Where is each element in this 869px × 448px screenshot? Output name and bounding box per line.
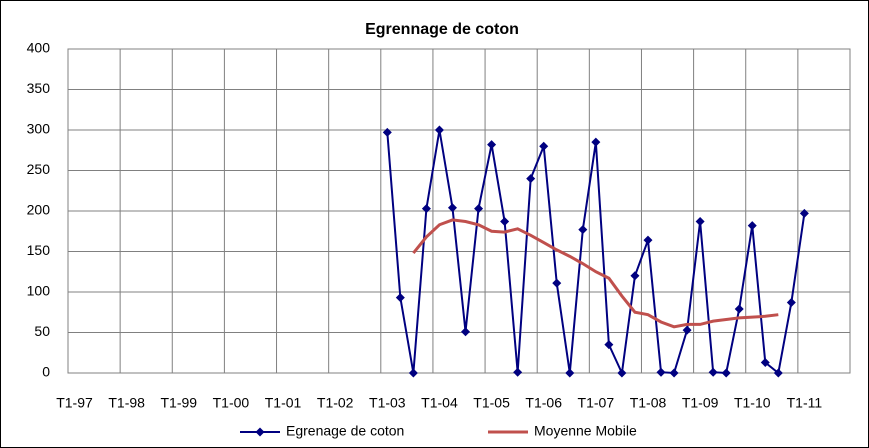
y-tick-label: 50 — [34, 323, 50, 339]
marker — [747, 221, 757, 231]
marker — [799, 208, 809, 218]
marker — [474, 204, 484, 214]
marker — [773, 368, 783, 378]
x-tick-label: T1-07 — [578, 395, 615, 411]
marker — [786, 298, 796, 308]
x-tick-label: T1-97 — [56, 395, 93, 411]
y-tick-label: 400 — [27, 40, 51, 56]
series-line — [412, 218, 779, 329]
x-tick-label: T1-98 — [108, 395, 145, 411]
marker — [643, 235, 653, 245]
marker — [539, 141, 549, 151]
marker — [447, 203, 457, 213]
marker — [461, 327, 471, 337]
marker — [421, 204, 431, 214]
marker — [695, 217, 705, 227]
marker — [487, 140, 497, 150]
y-tick-label: 350 — [27, 80, 51, 96]
x-tick-label: T1-03 — [369, 395, 406, 411]
marker — [382, 127, 392, 137]
x-tick-label: T1-00 — [213, 395, 250, 411]
x-tick-label: T1-01 — [265, 395, 302, 411]
marker — [760, 357, 770, 367]
marker — [552, 278, 562, 288]
marker — [526, 174, 536, 184]
marker — [408, 368, 418, 378]
x-tick-label: T1-08 — [630, 395, 667, 411]
y-tick-label: 300 — [27, 121, 51, 137]
x-tick-label: T1-02 — [317, 395, 354, 411]
x-tick-label: T1-11 — [787, 395, 823, 411]
x-tick-label: T1-04 — [421, 395, 458, 411]
x-tick-label: T1-06 — [525, 395, 562, 411]
y-tick-label: 150 — [27, 242, 51, 258]
marker — [565, 368, 575, 378]
marker — [395, 293, 405, 303]
x-tick-label: T1-09 — [682, 395, 719, 411]
marker — [656, 367, 666, 377]
marker — [604, 340, 614, 350]
x-tick-label: T1-99 — [160, 395, 197, 411]
x-tick-label: T1-05 — [473, 395, 510, 411]
legend-label: Egrenage de coton — [286, 423, 404, 439]
y-tick-label: 0 — [42, 364, 50, 380]
marker — [682, 325, 692, 335]
marker — [434, 125, 444, 135]
marker — [721, 368, 731, 378]
legend-label: Moyenne Mobile — [534, 423, 637, 439]
marker — [513, 367, 523, 377]
marker — [591, 137, 601, 147]
y-tick-label: 250 — [27, 161, 51, 177]
marker — [734, 304, 744, 314]
legend-marker — [255, 427, 265, 437]
marker — [617, 368, 627, 378]
marker — [669, 368, 679, 378]
marker — [500, 217, 510, 227]
x-tick-label: T1-10 — [734, 395, 771, 411]
chart-title: Egrennage de coton — [365, 21, 519, 38]
y-tick-label: 200 — [27, 202, 51, 218]
marker — [578, 225, 588, 235]
marker — [708, 367, 718, 377]
y-tick-label: 100 — [27, 283, 51, 299]
marker — [630, 271, 640, 281]
